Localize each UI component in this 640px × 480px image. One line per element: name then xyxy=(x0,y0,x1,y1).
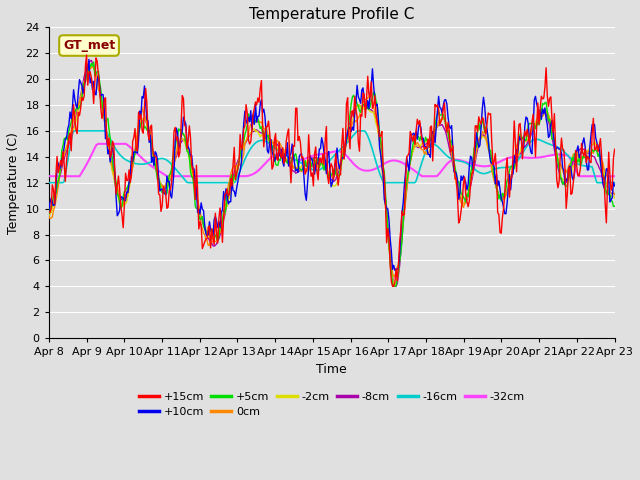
+5cm xyxy=(391,283,399,289)
-8cm xyxy=(45,210,52,216)
+5cm xyxy=(90,59,97,65)
+10cm xyxy=(45,207,52,213)
Line: -16cm: -16cm xyxy=(49,131,614,183)
-16cm xyxy=(45,180,52,186)
Line: +5cm: +5cm xyxy=(49,62,614,286)
Title: Temperature Profile C: Temperature Profile C xyxy=(249,7,414,22)
0cm xyxy=(285,158,292,164)
-16cm xyxy=(70,128,77,134)
-32cm xyxy=(560,152,568,158)
-8cm xyxy=(390,281,397,287)
0cm xyxy=(611,192,618,198)
-2cm xyxy=(363,106,371,111)
0cm xyxy=(222,199,230,205)
+15cm xyxy=(83,52,90,58)
-2cm xyxy=(390,282,397,288)
Line: -32cm: -32cm xyxy=(49,144,614,176)
Line: -8cm: -8cm xyxy=(49,60,614,286)
-8cm xyxy=(611,191,618,197)
+15cm xyxy=(45,209,52,215)
-2cm xyxy=(45,214,52,219)
+5cm xyxy=(390,283,397,289)
+5cm xyxy=(222,205,230,211)
+10cm xyxy=(463,187,471,193)
+15cm xyxy=(561,166,569,171)
+5cm xyxy=(363,102,371,108)
-32cm xyxy=(390,157,397,163)
+5cm xyxy=(285,155,292,160)
-2cm xyxy=(222,205,230,211)
-32cm xyxy=(285,154,292,160)
-2cm xyxy=(611,195,618,201)
+15cm xyxy=(391,279,399,285)
Y-axis label: Temperature (C): Temperature (C) xyxy=(7,132,20,234)
0cm xyxy=(89,64,97,70)
+5cm xyxy=(611,204,618,209)
-16cm xyxy=(611,180,618,186)
-16cm xyxy=(560,149,568,155)
-16cm xyxy=(462,160,470,166)
-8cm xyxy=(88,58,95,63)
+10cm xyxy=(363,106,371,112)
-8cm xyxy=(561,180,569,186)
-16cm xyxy=(390,180,397,186)
0cm xyxy=(561,168,569,174)
+10cm xyxy=(85,57,93,62)
Line: 0cm: 0cm xyxy=(49,67,614,276)
-2cm xyxy=(285,158,292,164)
+10cm xyxy=(285,163,292,169)
+5cm xyxy=(561,183,569,189)
-2cm xyxy=(86,63,94,69)
+10cm xyxy=(222,186,230,192)
+10cm xyxy=(611,183,618,189)
-32cm xyxy=(222,173,230,179)
0cm xyxy=(363,96,371,102)
-16cm xyxy=(222,180,230,186)
-32cm xyxy=(462,159,470,165)
+15cm xyxy=(285,126,292,132)
+10cm xyxy=(561,181,569,187)
+15cm xyxy=(363,96,371,102)
+5cm xyxy=(45,211,52,217)
Line: +15cm: +15cm xyxy=(49,55,614,286)
-16cm xyxy=(285,154,292,160)
Line: -2cm: -2cm xyxy=(49,66,614,286)
0cm xyxy=(45,213,52,219)
-32cm xyxy=(611,173,618,179)
-2cm xyxy=(391,283,399,289)
Text: GT_met: GT_met xyxy=(63,39,115,52)
-32cm xyxy=(45,173,52,179)
+15cm xyxy=(611,146,618,152)
-8cm xyxy=(285,161,292,167)
-32cm xyxy=(363,168,371,174)
-2cm xyxy=(463,194,471,200)
+5cm xyxy=(463,191,471,197)
Line: +10cm: +10cm xyxy=(49,60,614,270)
+15cm xyxy=(388,283,396,289)
-8cm xyxy=(463,196,471,202)
-32cm xyxy=(95,141,102,147)
+10cm xyxy=(391,267,399,273)
-8cm xyxy=(391,283,399,289)
0cm xyxy=(391,273,399,278)
0cm xyxy=(390,274,397,279)
+15cm xyxy=(222,191,230,196)
+10cm xyxy=(390,263,397,268)
X-axis label: Time: Time xyxy=(316,363,347,376)
-8cm xyxy=(222,206,230,212)
Legend: +15cm, +10cm, +5cm, 0cm, -2cm, -8cm, -16cm, -32cm: +15cm, +10cm, +5cm, 0cm, -2cm, -8cm, -16… xyxy=(134,387,529,421)
+15cm xyxy=(463,199,471,204)
-8cm xyxy=(363,105,371,110)
-2cm xyxy=(561,179,569,184)
-16cm xyxy=(363,131,371,136)
0cm xyxy=(463,195,471,201)
